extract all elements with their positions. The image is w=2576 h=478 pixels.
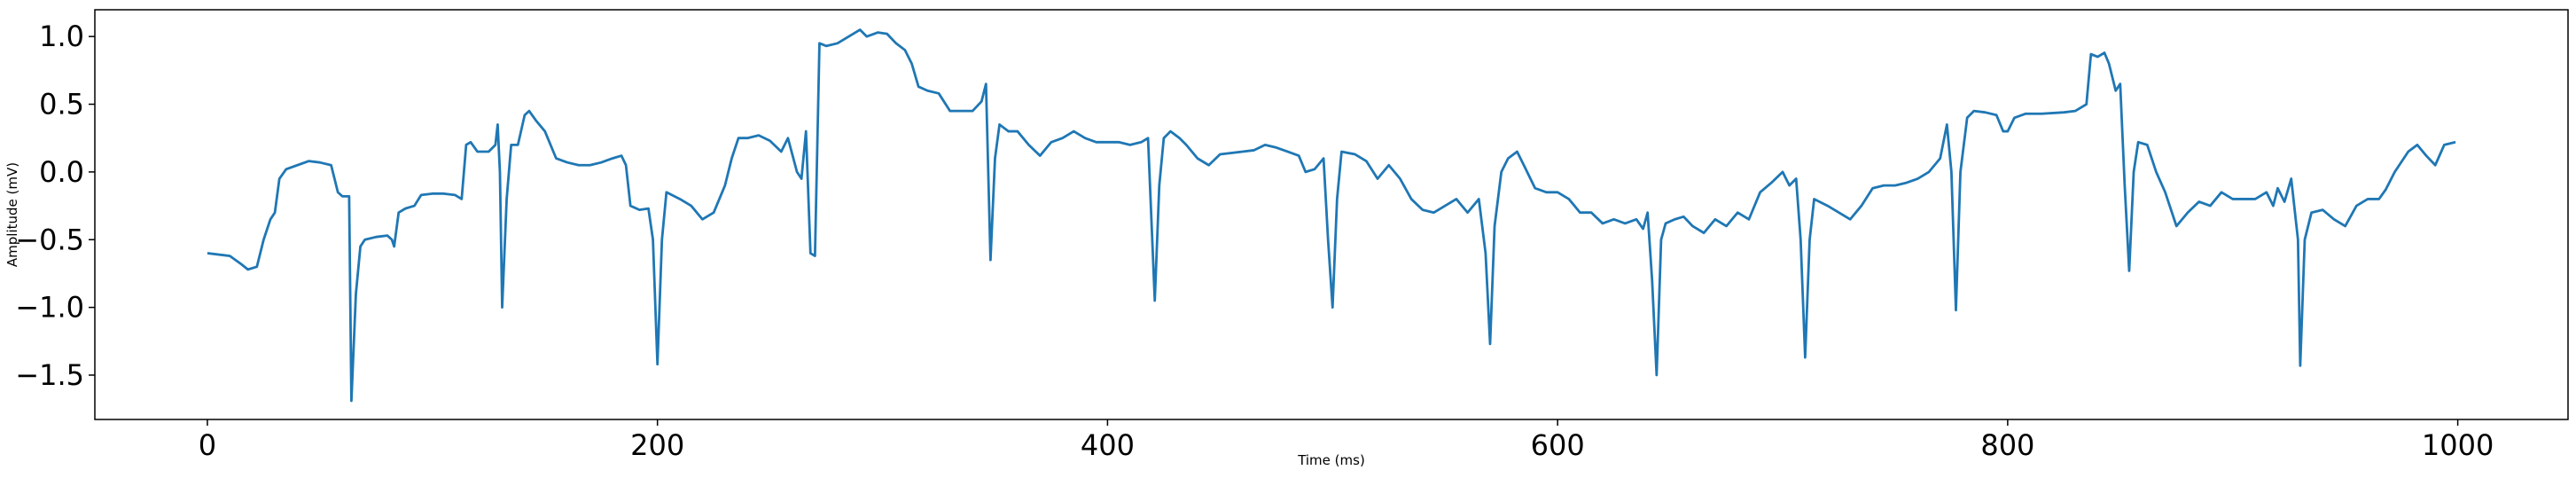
y-tick-label: 1.0 (39, 20, 84, 53)
y-tick-label: −0.5 (15, 223, 84, 256)
y-tick-label: 0.5 (39, 88, 84, 121)
x-tick-label: 1000 (2422, 428, 2494, 462)
y-tick-label: −1.0 (15, 291, 84, 325)
x-tick-label: 200 (630, 428, 684, 462)
x-tick-label: 800 (1980, 428, 2034, 462)
x-tick-label: 0 (199, 428, 216, 462)
x-tick-label: 400 (1081, 428, 1135, 462)
x-axis-label: Time (ms) (1297, 452, 1365, 468)
x-tick-label: 600 (1531, 428, 1585, 462)
y-axis-label: Amplitude (mV) (4, 162, 20, 267)
y-tick-label: 0.0 (39, 155, 84, 189)
y-tick-label: −1.5 (15, 358, 84, 392)
data-line (207, 28, 2456, 403)
plot-frame (94, 9, 2569, 420)
